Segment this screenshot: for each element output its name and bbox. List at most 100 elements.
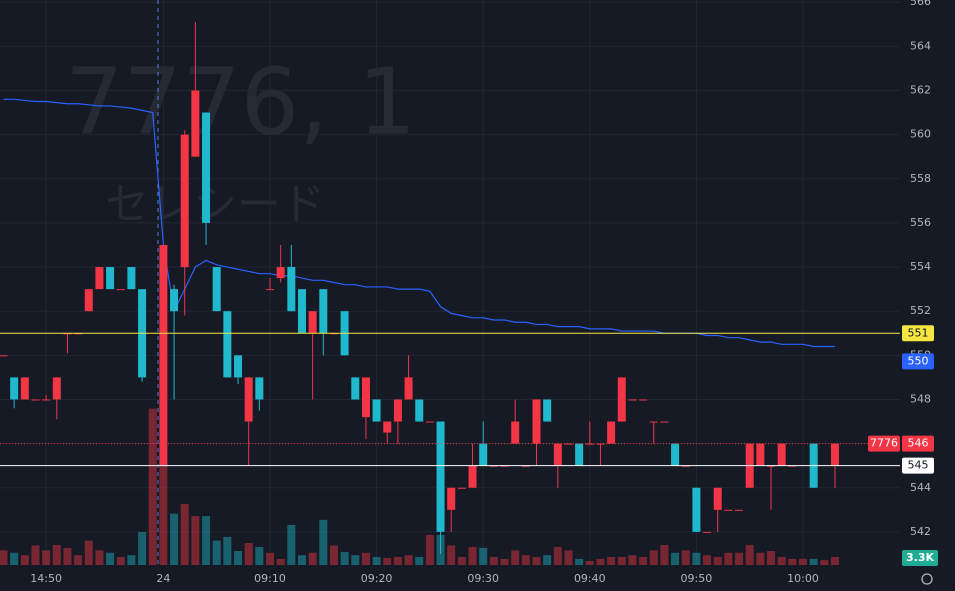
volume-bar [404, 555, 413, 565]
volume-bar [202, 516, 211, 565]
x-tick-label: 24 [156, 572, 170, 585]
candle-body [116, 289, 125, 291]
candle-body [127, 267, 136, 290]
volume-bar [489, 556, 498, 565]
candle-body [564, 443, 573, 445]
candle-body [468, 465, 477, 488]
price-badge [902, 353, 934, 370]
volume-bar [596, 558, 605, 565]
volume-bar [649, 550, 658, 565]
volume-bar [628, 555, 637, 565]
y-tick-label: 566 [910, 0, 931, 8]
price-badge [902, 435, 934, 452]
candle-body [415, 399, 424, 422]
volume-bar [767, 551, 776, 565]
candle-body [532, 399, 541, 444]
volume-bar [351, 555, 360, 565]
volume-bar [20, 555, 29, 565]
volume-bar [393, 556, 402, 565]
candle-body [575, 443, 584, 466]
candle-body [42, 399, 51, 401]
volume-bar [10, 552, 19, 565]
plot [0, 22, 900, 554]
volume-bar [266, 552, 274, 565]
candle-body [607, 421, 616, 444]
price-axis [900, 0, 955, 591]
price-badge-label: 551 [908, 326, 929, 339]
volume-bar [660, 544, 669, 565]
y-tick-label: 556 [910, 216, 931, 229]
candle-body [671, 443, 680, 466]
volume-bar [585, 561, 594, 565]
candle-body [713, 487, 722, 510]
candle-body [106, 267, 115, 290]
volume-bar [223, 536, 232, 565]
volume-bar [244, 543, 253, 565]
volume-bar [234, 551, 243, 565]
candle-body [447, 487, 456, 510]
candle-body [553, 443, 562, 466]
volume-bar [383, 557, 392, 565]
volume-bar [735, 552, 744, 565]
volume-bar [116, 556, 125, 565]
candle-body [777, 443, 786, 466]
y-tick-label: 558 [910, 172, 931, 185]
x-tick-label: 09:50 [681, 572, 713, 585]
volume-bar [148, 408, 157, 565]
candle-body [543, 399, 552, 422]
volume-bar [820, 560, 829, 565]
volume-bar [713, 556, 722, 565]
settings-icon[interactable] [921, 573, 933, 585]
price-badge [902, 325, 934, 342]
candle-body [703, 531, 712, 533]
candle-body [351, 377, 360, 400]
candle-body [234, 355, 243, 378]
volume-bar [329, 545, 338, 565]
volume-bar [756, 552, 765, 565]
volume-bar [745, 544, 754, 565]
candle-body [266, 289, 274, 291]
candle-body [287, 267, 296, 312]
y-tick-label: 554 [910, 260, 931, 273]
candle-body [84, 289, 93, 312]
watermark-name: セレシード [105, 179, 325, 230]
volume-bar [575, 558, 584, 565]
volume-bar [106, 552, 115, 565]
volume-bar [159, 464, 168, 565]
volume-bar [372, 556, 381, 565]
volume-bar [703, 555, 712, 565]
volume-badge [902, 550, 938, 566]
volume-bar [95, 550, 104, 565]
axes: 542 544 546 548 550 552 554 556 558 560 562 564 566 1… [30, 0, 938, 585]
volume-bar [255, 546, 264, 565]
candle-body [372, 399, 381, 422]
candle-body [31, 399, 40, 401]
price-badge-label: 545 [908, 459, 929, 472]
candle-body [361, 377, 370, 418]
volume-badge-label: 3.3K [906, 551, 934, 564]
x-tick-label: 14:50 [30, 572, 62, 585]
volume-bar [788, 558, 797, 565]
x-tick-label: 10:00 [787, 572, 819, 585]
volume-bar [830, 556, 839, 565]
candle-body [297, 289, 306, 334]
symbol-badge [868, 435, 900, 452]
candle-body [724, 509, 733, 511]
candle-body [425, 421, 434, 423]
candle-body [191, 90, 200, 157]
volume-bar [511, 550, 520, 565]
y-tick-label: 552 [910, 304, 931, 317]
volume-bar [191, 516, 200, 565]
candle-body [212, 267, 221, 312]
y-tick-label: 564 [910, 39, 931, 52]
volume-bar [500, 558, 509, 565]
volume-bar [0, 550, 8, 565]
volume-bar [639, 556, 648, 565]
x-tick-label: 09:30 [467, 572, 499, 585]
volume-pane [0, 408, 839, 565]
candle-body [52, 377, 61, 400]
y-tick-label: 560 [910, 128, 931, 141]
volume-bar [777, 556, 786, 565]
